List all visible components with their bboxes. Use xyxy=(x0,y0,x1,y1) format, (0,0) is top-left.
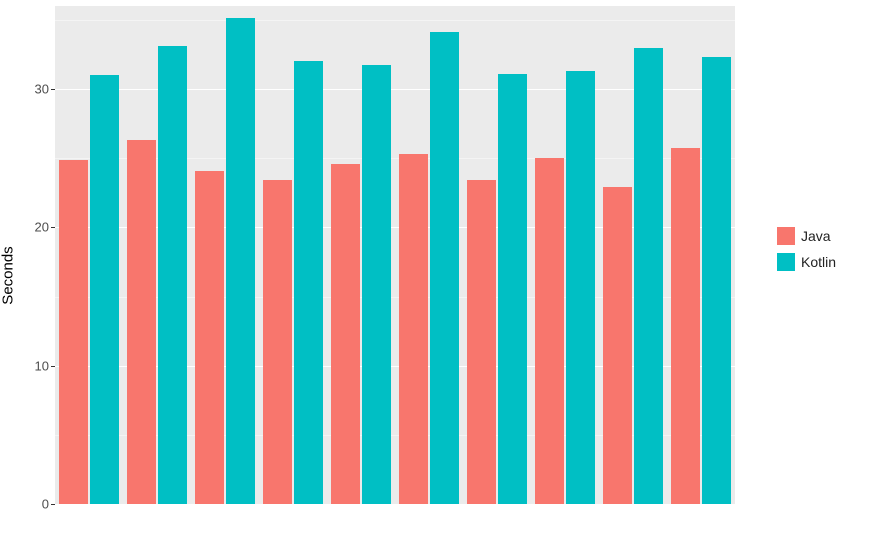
legend: Java Kotlin xyxy=(755,0,836,498)
legend-item-kotlin: Kotlin xyxy=(777,253,836,271)
legend-item-java: Java xyxy=(777,227,836,245)
bar-kotlin xyxy=(430,32,459,504)
legend-swatch xyxy=(777,253,795,271)
legend-swatch xyxy=(777,227,795,245)
bar-java xyxy=(399,154,428,504)
bar-kotlin xyxy=(362,65,391,504)
bar-kotlin xyxy=(294,61,323,504)
bar-java xyxy=(195,171,224,504)
bar-java xyxy=(331,164,360,504)
plot-area: 0102030 xyxy=(55,6,735,504)
bar-java xyxy=(671,148,700,504)
bar-kotlin xyxy=(158,46,187,504)
bar-kotlin xyxy=(90,75,119,504)
legend-label: Java xyxy=(801,228,831,244)
chart-container: Seconds 0102030 Java Kotlin xyxy=(0,0,877,534)
y-axis-label: Seconds xyxy=(0,246,17,304)
bar-kotlin xyxy=(226,18,255,504)
bar-java xyxy=(59,160,88,504)
bar-java xyxy=(263,180,292,504)
bar-java xyxy=(467,180,496,504)
gridline-major xyxy=(55,504,735,505)
legend-label: Kotlin xyxy=(801,254,836,270)
bar-java xyxy=(603,187,632,504)
bar-java xyxy=(127,140,156,504)
bars-layer xyxy=(55,6,735,504)
y-tick-mark xyxy=(51,504,55,505)
bar-kotlin xyxy=(498,74,527,504)
bar-kotlin xyxy=(566,71,595,504)
bar-kotlin xyxy=(634,48,663,505)
bar-java xyxy=(535,158,564,504)
bar-kotlin xyxy=(702,57,731,504)
